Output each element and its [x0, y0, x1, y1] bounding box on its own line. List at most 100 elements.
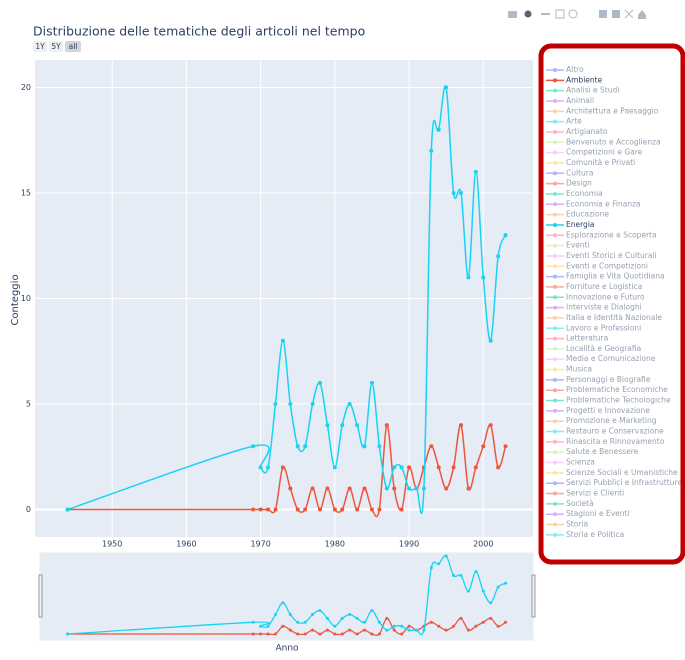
autoscale-icon[interactable] [624, 9, 634, 19]
slider-point [496, 585, 500, 589]
legend-item[interactable]: Economia e Finanza [546, 199, 641, 208]
reset-icon[interactable] [638, 10, 646, 19]
legend-item[interactable]: Competizioni e Gare [546, 148, 643, 157]
legend-item[interactable]: Restauro e Conservazione [546, 427, 664, 436]
legend-item[interactable]: Economia [546, 189, 603, 198]
legend-item[interactable]: Arte [546, 117, 582, 126]
legend-item[interactable]: Stagioni e Eventi [546, 509, 630, 518]
range-button[interactable] [33, 41, 47, 52]
range-button-label[interactable]: 1Y [35, 42, 45, 51]
legend-item[interactable]: Progetti e Innovazione [546, 406, 650, 415]
legend-item[interactable]: Ambiente [546, 75, 603, 84]
plot-lines [65, 85, 508, 518]
range-button[interactable] [49, 41, 63, 52]
legend-item[interactable]: Interviste e Dialoghi [546, 303, 642, 312]
data-point [280, 338, 285, 343]
data-point [266, 465, 271, 470]
legend-marker [553, 171, 557, 176]
slider-point [325, 616, 329, 620]
legend-item[interactable]: Analisi e Studi [546, 86, 619, 95]
data-point [369, 507, 374, 512]
range-button[interactable] [65, 41, 81, 52]
slider-point [452, 574, 456, 577]
legend-label: Economia [566, 189, 603, 198]
data-point [451, 190, 456, 195]
legend-label: Altro [566, 65, 584, 74]
legend-marker [553, 305, 557, 310]
legend-item[interactable]: Problematiche Economiche [546, 385, 668, 394]
legend-item[interactable]: Famiglia e Vita Quotidiana [546, 272, 665, 281]
select-icon[interactable] [555, 9, 565, 19]
legend-marker [553, 460, 557, 465]
legend-item[interactable]: Eventi Storici e Culturali [546, 251, 657, 260]
legend-item[interactable]: Educazione [546, 210, 609, 219]
legend-item[interactable]: Architettura e Paesaggio [546, 106, 659, 115]
legend-item[interactable]: Comunità e Privati [546, 158, 635, 167]
slider-point [377, 632, 381, 636]
legend-marker [553, 326, 557, 331]
legend-item[interactable]: Salute e Benessere [546, 447, 639, 456]
legend-item[interactable]: Italia e Identità Nazionale [546, 313, 662, 322]
legend-item[interactable]: Scienza [546, 458, 595, 467]
data-point [451, 465, 456, 470]
range-button-label[interactable]: 5Y [51, 42, 61, 51]
legend-item[interactable]: Storia e Politica [546, 530, 624, 539]
legend-item[interactable]: Animali [546, 96, 594, 105]
data-point [407, 465, 412, 470]
legend-item[interactable]: Personaggi e Biografie [546, 375, 651, 384]
legend-item[interactable]: Altro [546, 65, 584, 74]
legend-item[interactable]: Eventi [546, 241, 590, 250]
legend-item[interactable]: Esplorazione e Scoperta [546, 230, 657, 239]
legend-item[interactable]: Letteratura [546, 334, 608, 343]
legend-item[interactable]: Cultura [546, 168, 593, 177]
legend-marker [553, 150, 557, 155]
camera-icon[interactable] [508, 11, 517, 18]
data-point [466, 275, 471, 280]
legend-item[interactable]: Eventi e Competizioni [546, 261, 648, 270]
data-point [362, 486, 367, 491]
zoom-out-icon[interactable] [612, 10, 620, 18]
legend-item[interactable]: Problematiche Tecnologiche [546, 396, 671, 405]
data-point [347, 402, 352, 407]
legend-item[interactable]: Scienze Sociali e Umanistiche [546, 468, 678, 477]
slider-point [489, 601, 493, 605]
legend-item[interactable]: Servizi e Clienti [546, 489, 624, 498]
legend-item[interactable]: Società [546, 499, 594, 508]
chart-title: Distribuzione delle tematiche degli arti… [33, 24, 365, 39]
legend-marker [553, 264, 557, 269]
legend-item[interactable]: Design [546, 179, 592, 188]
y-tick-label: 0 [26, 505, 31, 514]
legend-item[interactable]: Innovazione e Futuro [546, 292, 645, 301]
slider-point [422, 628, 426, 632]
zoom-in-icon[interactable] [599, 10, 607, 18]
x-axis-title: Anno [275, 644, 299, 654]
legend-item[interactable]: Forniture e Logistica [546, 282, 642, 291]
legend-item[interactable]: Artigianato [546, 127, 608, 136]
legend-item[interactable]: Località e Geografia [546, 344, 641, 353]
slider-point [414, 628, 418, 632]
data-point [503, 233, 508, 238]
legend-marker [553, 408, 557, 413]
legend-item[interactable]: Rinascita e Rinnovamento [546, 437, 665, 446]
data-point [473, 465, 478, 470]
slider-point [251, 620, 255, 624]
slider-point [385, 628, 389, 632]
legend-item[interactable]: Energia [546, 220, 595, 229]
pan-icon[interactable] [541, 13, 550, 15]
legend-item[interactable]: Storia [546, 520, 588, 529]
legend-item[interactable]: Media e Comunicazione [546, 354, 656, 363]
slider-handle-right[interactable] [531, 574, 536, 618]
legend-item[interactable]: Servizi Pubblici e Infrastrutture [546, 478, 682, 487]
x-tick-label: 2000 [473, 540, 493, 549]
legend-item[interactable]: Lavoro e Professioni [546, 323, 641, 332]
legend-label: Media e Comunicazione [566, 354, 656, 363]
legend-marker [553, 367, 557, 372]
legend-item[interactable]: Musica [546, 365, 592, 374]
legend-item[interactable]: Promozione e Marketing [546, 416, 657, 425]
lasso-icon[interactable] [568, 9, 578, 19]
slider-handle-left[interactable] [38, 574, 43, 618]
zoom-icon[interactable] [524, 10, 532, 18]
range-button-label[interactable]: all [69, 42, 78, 51]
slider-point [504, 581, 508, 585]
legend-item[interactable]: Benvenuto e Accoglienza [546, 137, 661, 146]
